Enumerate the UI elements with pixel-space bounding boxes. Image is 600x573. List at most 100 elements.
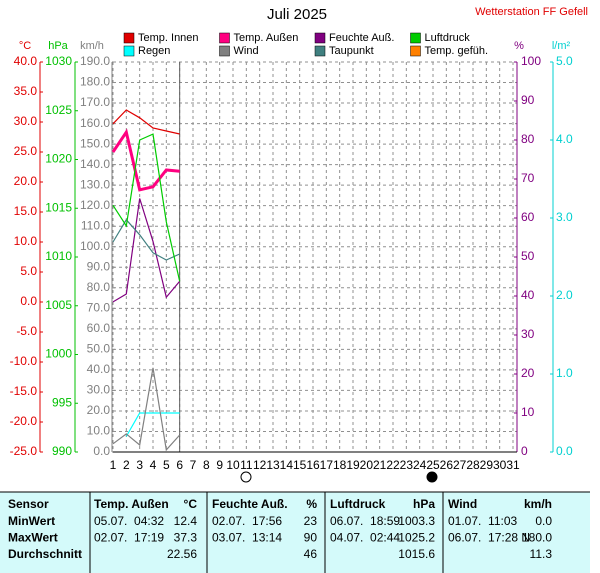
x-tick-label: 5 <box>163 458 170 472</box>
table-row-label: MaxWert <box>8 531 58 545</box>
series-line <box>112 109 180 135</box>
legend-swatch <box>123 32 135 44</box>
x-tick-label: 13 <box>266 458 280 472</box>
y-tick-label: 100.0 <box>80 239 110 253</box>
y-tick-label: 70 <box>521 171 535 185</box>
table-cell: 46 <box>304 547 318 561</box>
legend-label: Luftdruck <box>425 32 471 44</box>
table-cell: 37.3 <box>174 531 198 545</box>
y-tick-label: 50.0 <box>87 342 111 356</box>
legend-swatch <box>219 45 230 57</box>
y-tick-label: 1000 <box>45 347 72 361</box>
y-tick-label: 0 <box>521 444 528 458</box>
y-tick-label: 1020 <box>45 152 72 166</box>
axis-label: km/h <box>80 40 104 52</box>
y-tick-label: 70.0 <box>87 300 111 314</box>
x-tick-label: 27 <box>453 458 467 472</box>
table-cell: 04.07. 02:44 <box>330 531 400 545</box>
x-tick-label: 14 <box>280 458 294 472</box>
legend-swatch <box>314 32 326 44</box>
y-tick-label: -25.0 <box>10 444 38 458</box>
y-tick-label: 100 <box>521 54 541 68</box>
series-line <box>111 128 180 192</box>
table-cell: 03.07. 13:14 <box>212 531 282 545</box>
x-tick-label: 26 <box>440 458 454 472</box>
y-tick-label: -5.0 <box>16 324 37 338</box>
y-tick-label: 140.0 <box>80 157 110 171</box>
x-tick-label: 16 <box>306 458 320 472</box>
legend-label: Taupunkt <box>329 45 374 57</box>
table-header: Temp. Außen <box>94 497 169 511</box>
y-tick-label: 0.0 <box>93 444 110 458</box>
y-tick-label: 15.0 <box>14 204 38 218</box>
x-tick-label: 18 <box>333 458 347 472</box>
x-tick-label: 20 <box>360 458 374 472</box>
legend-swatch <box>219 32 230 44</box>
legend-swatch <box>123 45 135 57</box>
y-tick-label: 20 <box>521 366 535 380</box>
y-tick-label: 60 <box>521 210 535 224</box>
table-cell: 05.07. 04:32 <box>94 514 164 528</box>
y-tick-label: 50 <box>521 249 535 263</box>
legend-label: Wind <box>234 45 259 57</box>
y-tick-label: 30 <box>521 327 535 341</box>
x-tick-label: 10 <box>226 458 240 472</box>
y-tick-label: 30.0 <box>87 383 111 397</box>
y-tick-label: 995 <box>52 395 72 409</box>
table-cell: 90 <box>304 531 318 545</box>
chart-subtitle: Wetterstation FF Gefell <box>475 6 588 18</box>
table-cell: 180.0 <box>522 531 552 545</box>
y-tick-label: -15.0 <box>10 384 38 398</box>
table-cell: 11.3 <box>530 547 553 561</box>
x-tick-label: 28 <box>466 458 480 472</box>
x-tick-label: 31 <box>506 458 520 472</box>
table-header: Feuchte Auß. <box>212 497 288 511</box>
table-cell: 01.07. 11:03 <box>448 514 517 528</box>
table-cell: 1003.3 <box>398 514 435 528</box>
table-cell: 02.07. 17:56 <box>212 514 282 528</box>
table-cell: 0.0 <box>535 514 552 528</box>
x-tick-label: 23 <box>400 458 414 472</box>
y-tick-label: 0.0 <box>20 294 37 308</box>
y-tick-label: 60.0 <box>87 321 111 335</box>
axis-label: l/m² <box>552 40 571 52</box>
y-tick-label: 130.0 <box>80 177 110 191</box>
y-tick-label: 80 <box>521 132 535 146</box>
y-tick-label: 5.0 <box>20 264 37 278</box>
y-tick-label: 25.0 <box>14 144 38 158</box>
table-header: Wind <box>448 497 477 511</box>
y-tick-label: 10 <box>521 405 535 419</box>
legend-swatch <box>314 45 326 57</box>
x-tick-label: 12 <box>253 458 267 472</box>
legend-label: Temp. Innen <box>138 32 199 44</box>
y-tick-label: 10.0 <box>14 234 38 248</box>
chart-title: Juli 2025 <box>267 6 327 23</box>
table-background <box>0 492 590 573</box>
table-cell: 12.4 <box>174 514 198 528</box>
y-tick-label: 190.0 <box>80 54 110 68</box>
legend-label: Regen <box>138 45 170 57</box>
x-tick-label: 9 <box>216 458 223 472</box>
table-cell: 1015.6 <box>398 547 435 561</box>
y-tick-label: 90 <box>521 93 535 107</box>
table-cell: 1025.2 <box>398 531 435 545</box>
series-line <box>112 133 181 282</box>
y-tick-label: 10.0 <box>87 424 111 438</box>
y-tick-label: 1015 <box>45 200 72 214</box>
y-tick-label: 30.0 <box>14 114 38 128</box>
y-tick-label: 90.0 <box>87 259 111 273</box>
table-cell: 23 <box>304 514 318 528</box>
legend-swatch <box>410 32 421 44</box>
series-line <box>112 367 181 452</box>
x-tick-label: 30 <box>493 458 507 472</box>
table-header: % <box>306 497 317 511</box>
y-tick-label: 170.0 <box>80 95 110 109</box>
y-tick-label: 1010 <box>45 249 72 263</box>
y-tick-label: 110.0 <box>81 218 110 232</box>
series-line <box>112 218 180 261</box>
y-tick-label: 1.0 <box>556 366 573 380</box>
series-line <box>112 198 181 303</box>
x-tick-label: 2 <box>123 458 130 472</box>
table-cell: 22.56 <box>167 547 197 561</box>
table-cell: 06.07. 17:28 N <box>448 531 530 545</box>
